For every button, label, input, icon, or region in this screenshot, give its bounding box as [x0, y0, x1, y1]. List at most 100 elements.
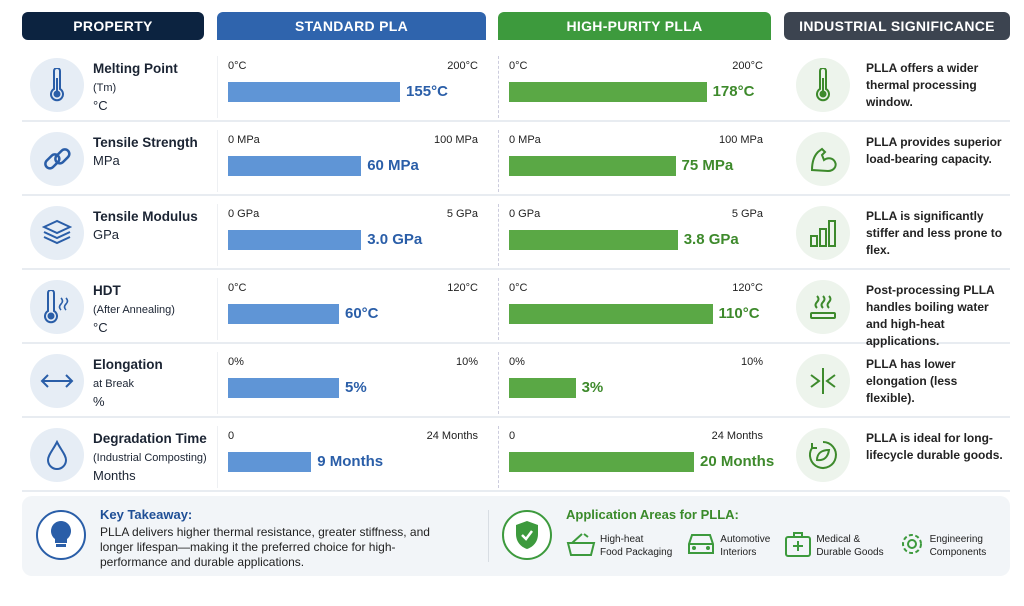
- standard-pla-value-label: 3.0 GPa: [367, 231, 423, 248]
- standard-pla-bar: [228, 230, 362, 250]
- axis-min-label: 0: [228, 430, 235, 442]
- property-title: Elongation: [93, 357, 163, 372]
- bottom-panel: Key Takeaway: PLLA delivers higher therm…: [22, 496, 1010, 576]
- application-label: Automotive Interiors: [720, 534, 771, 558]
- axis-max-label: 200°C: [732, 60, 763, 72]
- axis-min-label: 0°C: [228, 60, 247, 72]
- axis-max-label: 10%: [740, 356, 763, 368]
- layers-icon: [30, 206, 84, 260]
- application-label: Engineering Components: [929, 534, 987, 558]
- recycle-leaf-icon: [796, 428, 850, 482]
- application-item: Automotive Interiors: [686, 530, 770, 562]
- plla-value-label: 75 MPa: [681, 157, 734, 174]
- significance-text: PLLA is significantly stiffer and less p…: [866, 209, 1003, 257]
- property-title: Tensile Strength: [93, 135, 198, 150]
- property-subtitle: (Tm): [93, 82, 117, 94]
- property-row: Elongation at Break % 0% 10% 5% 0% 10% 3…: [22, 346, 1010, 418]
- property-row: Tensile Strength MPa 0 MPa 100 MPa 60 MP…: [22, 124, 1010, 196]
- significance-text: PLLA has lower elongation (less flexible…: [866, 357, 958, 405]
- property-unit: °C: [93, 320, 108, 335]
- property-name: Melting Point (Tm) °C: [93, 60, 178, 115]
- header-industrial-significance: INDUSTRIAL SIGNIFICANCE: [784, 12, 1010, 40]
- axis-max-label: 100 MPa: [718, 134, 763, 146]
- standard-pla-bar: [228, 378, 339, 398]
- property-unit: MPa: [93, 153, 120, 168]
- car-icon: [686, 531, 716, 561]
- property-unit: GPa: [93, 227, 120, 242]
- property-row: Degradation Time (Industrial Composting)…: [22, 420, 1010, 492]
- axis-max-label: 24 Months: [426, 430, 478, 442]
- property-unit: °C: [93, 98, 108, 113]
- standard-pla-value-label: 5%: [345, 379, 367, 396]
- header-property: PROPERTY: [22, 12, 204, 40]
- standard-pla-cell: 0°C 120°C 60°C: [217, 278, 486, 340]
- property-title: Tensile Modulus: [93, 209, 198, 224]
- application-item: Engineering Components: [898, 530, 987, 562]
- property-title: Degradation Time: [93, 431, 207, 446]
- plla-bar: [509, 378, 576, 398]
- property-name: Degradation Time (Industrial Composting)…: [93, 430, 207, 485]
- heat-waves-icon: [796, 280, 850, 334]
- applications-title: Application Areas for PLLA:: [566, 507, 739, 522]
- property-name: HDT (After Annealing) °C: [93, 282, 175, 337]
- property-name: Elongation at Break %: [93, 356, 163, 411]
- plla-cell: 0 GPa 5 GPa 3.8 GPa: [498, 204, 771, 266]
- property-title: HDT: [93, 283, 121, 298]
- plla-bar: [509, 230, 678, 250]
- divider: [488, 510, 489, 562]
- property-name: Tensile Modulus GPa: [93, 208, 198, 244]
- axis-min-label: 0 MPa: [228, 134, 260, 146]
- plla-bar: [509, 304, 713, 324]
- food-bowl-icon: [566, 531, 596, 561]
- standard-pla-cell: 0% 10% 5%: [217, 352, 486, 414]
- takeaway-title: Key Takeaway:: [100, 507, 193, 522]
- property-subtitle: (After Annealing): [93, 304, 175, 316]
- droplet-icon: [30, 428, 84, 482]
- standard-pla-cell: 0 MPa 100 MPa 60 MPa: [217, 130, 486, 192]
- thermometer-icon: [30, 58, 84, 112]
- plla-value-label: 20 Months: [700, 453, 775, 470]
- property-name: Tensile Strength MPa: [93, 134, 198, 170]
- plla-cell: 0 MPa 100 MPa 75 MPa: [498, 130, 771, 192]
- axis-min-label: 0 MPa: [509, 134, 541, 146]
- standard-pla-value-label: 60 MPa: [367, 157, 419, 174]
- standard-pla-cell: 0 24 Months 9 Months: [217, 426, 486, 488]
- shield-check-icon: [502, 510, 552, 560]
- application-label: Medical & Durable Goods: [816, 534, 884, 558]
- plla-cell: 0°C 200°C 178°C: [498, 56, 771, 118]
- significance-text: Post-processing PLLA handles boiling wat…: [866, 283, 995, 348]
- plla-bar: [509, 82, 707, 102]
- axis-min-label: 0°C: [509, 60, 528, 72]
- axis-min-label: 0%: [228, 356, 244, 368]
- standard-pla-value-label: 9 Months: [317, 453, 384, 470]
- axis-max-label: 5 GPa: [446, 208, 478, 220]
- axis-min-label: 0°C: [228, 282, 247, 294]
- application-item: Medical & Durable Goods: [784, 530, 884, 562]
- significance-text: PLLA provides superior load-bearing capa…: [866, 135, 1002, 166]
- axis-min-label: 0%: [509, 356, 525, 368]
- property-row: Melting Point (Tm) °C 0°C 200°C 155°C 0°…: [22, 50, 1010, 122]
- plla-value-label: 3.8 GPa: [683, 231, 739, 248]
- header-high-purity-plla: HIGH-PURITY PLLA: [498, 12, 771, 40]
- chain-link-icon: [30, 132, 84, 186]
- plla-value-label: 178°C: [712, 83, 755, 100]
- axis-max-label: 120°C: [447, 282, 478, 294]
- axis-min-label: 0 GPa: [228, 208, 260, 220]
- axis-max-label: 200°C: [447, 60, 478, 72]
- standard-pla-bar: [228, 82, 401, 102]
- lightbulb-icon: [36, 510, 86, 560]
- standard-pla-bar: [228, 304, 339, 324]
- standard-pla-bar: [228, 156, 362, 176]
- application-item: High-heat Food Packaging: [566, 530, 672, 562]
- standard-pla-cell: 0 GPa 5 GPa 3.0 GPa: [217, 204, 486, 266]
- standard-pla-cell: 0°C 200°C 155°C: [217, 56, 486, 118]
- axis-max-label: 5 GPa: [731, 208, 763, 220]
- standard-pla-value-label: 60°C: [345, 305, 379, 322]
- axis-min-label: 0: [509, 430, 516, 442]
- property-row: Tensile Modulus GPa 0 GPa 5 GPa 3.0 GPa …: [22, 198, 1010, 270]
- compress-arrows-icon: [796, 354, 850, 408]
- axis-max-label: 10%: [455, 356, 478, 368]
- plla-cell: 0°C 120°C 110°C: [498, 278, 771, 340]
- property-subtitle: (Industrial Composting): [93, 452, 207, 464]
- axis-max-label: 100 MPa: [433, 134, 478, 146]
